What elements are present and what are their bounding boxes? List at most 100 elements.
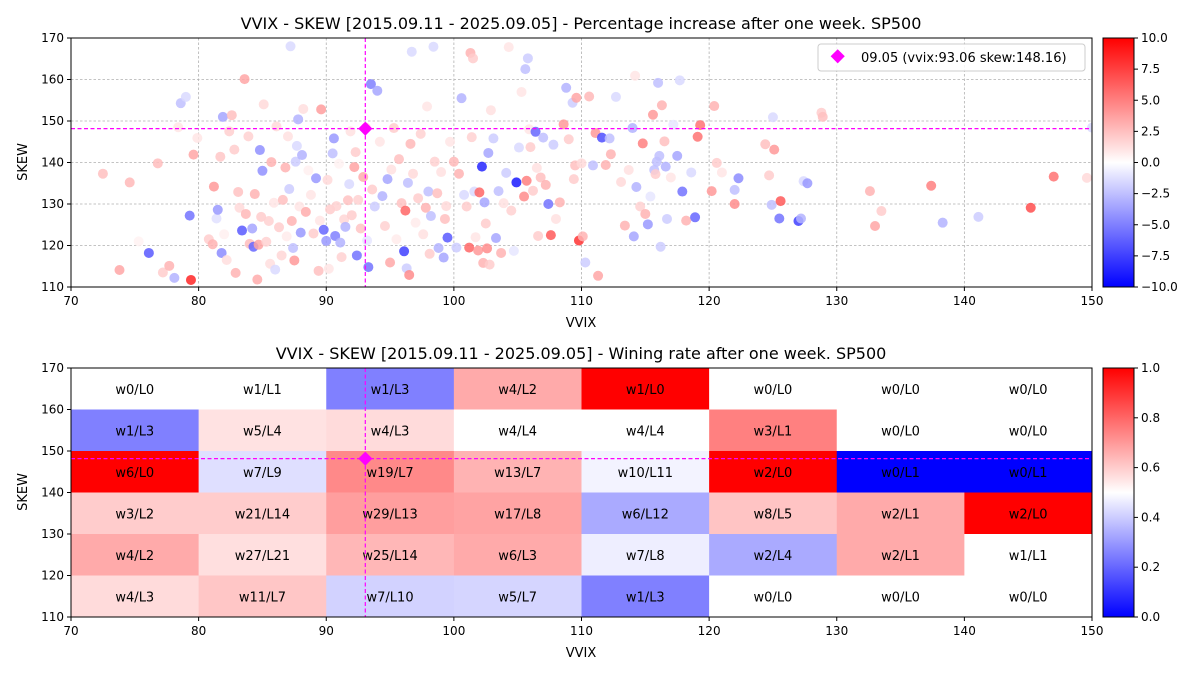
scatter-point — [662, 213, 673, 224]
heatmap-y-tick-label: 110 — [41, 610, 64, 624]
scatter-current-point — [358, 121, 373, 136]
heatmap-cell — [198, 534, 327, 576]
scatter-point — [321, 235, 332, 246]
scatter-point — [616, 177, 627, 188]
scatter-point — [690, 212, 701, 223]
heatmap-cell — [71, 409, 200, 452]
scatter-point — [479, 197, 490, 208]
heatmap-x-tick-label: 100 — [442, 624, 465, 638]
scatter-point — [399, 246, 410, 257]
scatter-point — [764, 170, 775, 181]
scatter-point — [656, 100, 667, 111]
scatter-point — [230, 267, 241, 278]
scatter-point — [623, 164, 634, 175]
heatmap-colorbar-ticks: 1.0 0.8 0.6 0.4 0.2 0.0 — [1134, 361, 1160, 624]
scatter-x-tick-label: 120 — [698, 294, 721, 308]
scatter-point — [314, 215, 325, 226]
scatter-point — [308, 228, 319, 239]
heatmap-x-tick-label: 110 — [570, 624, 593, 638]
scatter-point — [157, 267, 168, 278]
scatter-point — [377, 191, 388, 202]
scatter-point — [470, 232, 481, 243]
scatter-point — [335, 237, 346, 248]
scatter-point — [511, 177, 522, 188]
heatmap-cell — [581, 409, 710, 452]
scatter-point — [439, 213, 450, 224]
scatter-point — [513, 142, 524, 153]
heatmap-cell-label: w5/L4 — [243, 424, 282, 439]
heatmap-current-point — [358, 451, 373, 466]
legend-box — [817, 43, 1086, 72]
heatmap-cell — [326, 534, 455, 576]
scatter-x-tick-label: 90 — [319, 294, 334, 308]
scatter-point — [654, 150, 665, 161]
heatmap-cell-label: w1/L0 — [626, 383, 665, 398]
scatter-point — [496, 247, 507, 258]
scatter-point — [610, 91, 621, 102]
heatmap-cell-label: w1/L1 — [1009, 549, 1048, 564]
scatter-point — [520, 64, 531, 75]
scatter-x-tick-label: 150 — [1081, 294, 1104, 308]
scatter-point — [207, 239, 218, 250]
heatmap-cell — [581, 451, 710, 493]
scatter-point — [587, 160, 598, 171]
heatmap-cell — [581, 368, 710, 410]
heatmap-cell-label: w0/L0 — [1009, 383, 1048, 398]
scatter-point — [298, 103, 309, 114]
scatter-point — [760, 139, 771, 150]
heatmap-x-tick-label: 70 — [63, 624, 78, 638]
scatter-point — [1081, 172, 1092, 183]
scatter-point — [124, 177, 135, 188]
scatter-point — [257, 165, 268, 176]
scatter-point — [297, 150, 308, 161]
heatmap-cell-label: w1/L1 — [243, 383, 282, 398]
heatmap-colorbar-tick-label: 0.8 — [1141, 411, 1160, 425]
scatter-point — [716, 167, 727, 178]
heatmap-cell — [709, 451, 838, 493]
scatter-point — [402, 177, 413, 188]
scatter-point — [285, 41, 296, 52]
heatmap-y-tick-label: 120 — [41, 569, 64, 583]
heatmap-cell-label: w11/L7 — [239, 590, 286, 605]
scatter-point — [692, 131, 703, 142]
heatmap-cell-label: w4/L3 — [371, 424, 410, 439]
scatter-point — [451, 242, 462, 253]
scatter-point — [216, 247, 227, 258]
heatmap-colorbar-tick-label: 1.0 — [1141, 361, 1160, 375]
scatter-point — [393, 154, 404, 165]
scatter-point — [180, 91, 191, 102]
scatter-point — [672, 150, 683, 161]
scatter-point — [406, 46, 417, 57]
heatmap-cell — [709, 368, 838, 410]
scatter-point — [418, 229, 429, 240]
heatmap-cell — [836, 368, 965, 410]
scatter-point — [386, 164, 397, 175]
scatter-point — [369, 201, 380, 212]
scatter-point — [466, 132, 477, 143]
scatter-point — [293, 114, 304, 125]
scatter-point — [291, 140, 302, 151]
scatter-point — [453, 168, 464, 179]
scatter-point — [548, 139, 559, 150]
scatter-point — [522, 53, 533, 64]
heatmap-cell — [453, 409, 582, 452]
scatter-point — [295, 227, 306, 238]
scatter-point — [344, 179, 355, 190]
scatter-point — [224, 126, 235, 137]
scatter-point — [288, 242, 299, 253]
scatter-point — [336, 252, 347, 263]
heatmap-cell — [198, 451, 327, 493]
scatter-point — [796, 213, 807, 224]
scatter-point — [280, 162, 291, 173]
scatter-point — [563, 134, 574, 145]
scatter-point — [271, 121, 282, 132]
scatter-point — [540, 179, 551, 190]
scatter-point — [239, 74, 250, 85]
scatter-point — [263, 216, 274, 227]
scatter-point — [313, 265, 324, 276]
heatmap-cell — [71, 368, 200, 410]
scatter-point — [441, 201, 452, 212]
scatter-point — [221, 255, 232, 266]
scatter-point — [817, 111, 828, 122]
